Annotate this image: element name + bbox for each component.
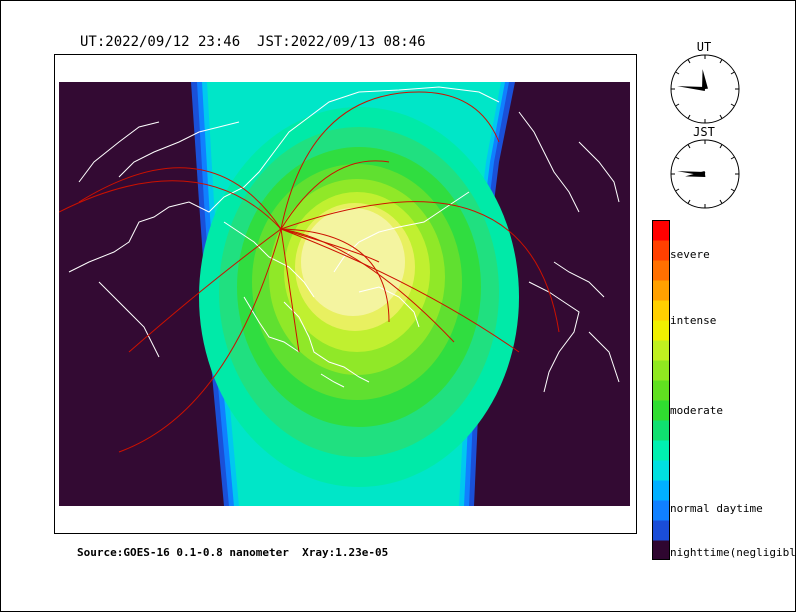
path-arc: [280, 91, 500, 230]
colorbar-segment: [652, 220, 670, 241]
clock-tick: [675, 188, 680, 192]
clock-tick: [675, 103, 680, 107]
colorbar-segment: [652, 360, 670, 381]
legend-nighttime: nighttime(negligible): [670, 546, 796, 559]
legend-moderate: moderate: [670, 404, 723, 417]
contour-8: [301, 208, 405, 316]
colorbar-segment: [652, 460, 670, 481]
path-arc: [280, 228, 390, 323]
clock-tick: [687, 199, 691, 204]
ut-clock-label: UT: [696, 40, 712, 54]
ut-clock: [670, 54, 740, 124]
colorbar-segment: [652, 260, 670, 281]
path-arc: [280, 228, 520, 353]
clock-tick: [730, 156, 735, 160]
clock-tick: [687, 114, 691, 119]
colorbar-segment: [652, 380, 670, 401]
colorbar-segment: [652, 520, 670, 541]
colorbar-segment: [652, 540, 670, 560]
colorbar-segment: [652, 300, 670, 321]
source-point: [279, 227, 283, 231]
path-arc: [280, 228, 380, 263]
radio-paths: [59, 91, 560, 453]
colorbar-segment: [652, 440, 670, 461]
hour-hand: [702, 69, 708, 90]
colorbar-segment: [652, 320, 670, 341]
clock-tick: [719, 199, 723, 204]
coastlines: [68, 86, 620, 393]
clock-tick: [675, 156, 680, 160]
clock-tick: [675, 71, 680, 75]
ut-time: UT:2022/09/12 23:46: [80, 34, 241, 50]
colorbar-segment: [652, 400, 670, 421]
clock-tick: [687, 144, 691, 149]
path-arc: [118, 228, 282, 453]
jst-clock: [670, 139, 740, 209]
path-arc: [280, 228, 455, 343]
colorbar-segment: [652, 240, 670, 261]
clock-tick: [730, 71, 735, 75]
clock-tick: [687, 59, 691, 64]
clock-tick: [719, 114, 723, 119]
path-arc: [128, 228, 282, 353]
colorbar-segment: [652, 480, 670, 501]
clock-tick: [730, 188, 735, 192]
clock-tick: [730, 103, 735, 107]
legend-normal-daytime: normal daytime: [670, 502, 763, 515]
path-arc: [280, 160, 390, 230]
colorbar-segment: [652, 500, 670, 521]
legend-intense: intense: [670, 314, 717, 327]
colorbar-segment: [652, 340, 670, 361]
time-header: UT:2022/09/12 23:46 JST:2022/09/13 08:46: [80, 34, 426, 50]
absorption-colorbar: [652, 220, 670, 560]
clock-tick: [719, 144, 723, 149]
colorbar-segment: [652, 280, 670, 301]
path-arc: [59, 180, 282, 230]
path-arc: [280, 201, 560, 333]
dregion-absorption-map: [59, 82, 630, 506]
legend-severe: severe: [670, 248, 710, 261]
jst-clock-label: JST: [693, 125, 715, 139]
path-arc: [78, 167, 282, 230]
jst-time: JST:2022/09/13 08:46: [257, 34, 426, 50]
colorbar-segment: [652, 420, 670, 441]
path-arc: [280, 228, 300, 353]
minute-hand: [677, 171, 706, 176]
minute-hand: [677, 86, 706, 91]
clock-tick: [719, 59, 723, 64]
source-caption: Source:GOES-16 0.1-0.8 nanometer Xray:1.…: [77, 546, 389, 559]
